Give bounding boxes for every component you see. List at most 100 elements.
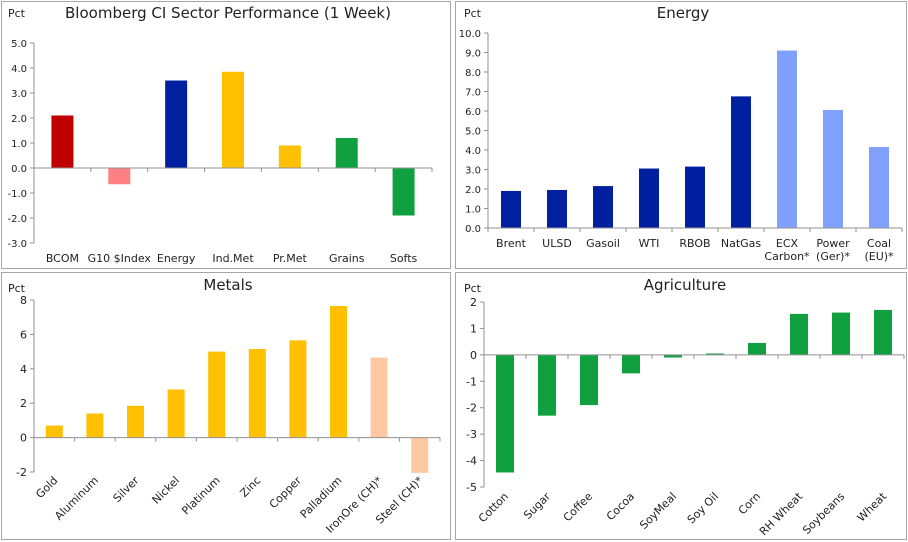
category-label: Copper [267, 474, 305, 512]
y-tick-label: 2.0 [465, 185, 481, 196]
category-label: Nickel [150, 474, 183, 507]
bar-rh-wheat [790, 313, 808, 355]
bar-wti [639, 168, 659, 228]
bar-soymeal [664, 354, 682, 358]
y-axis-label: Pct [464, 7, 482, 20]
category-label: Sugar [521, 490, 553, 522]
y-tick-label: 10.0 [459, 29, 481, 40]
bar-g10-index [108, 168, 131, 185]
y-tick-label: 2 [20, 397, 27, 410]
y-tick-label: 5.0 [11, 39, 27, 50]
y-tick-label: 2.0 [11, 114, 27, 125]
panel-agriculture [455, 272, 907, 540]
category-label: Grains [329, 252, 365, 265]
y-tick-label: -1.0 [7, 189, 27, 200]
category-label: Silver [111, 474, 142, 505]
category-label: Zinc [238, 474, 264, 500]
category-label: Platinum [179, 474, 222, 517]
category-label: Wheat [855, 489, 890, 524]
bar-silver [127, 405, 144, 438]
bar-brent [501, 190, 521, 228]
bar-ecx-carbon- [777, 50, 797, 228]
bar-pr-met [278, 145, 301, 168]
category-label: WTI [639, 237, 660, 250]
bar-ind-met [222, 71, 244, 168]
chart-title: Metals [203, 276, 252, 294]
category-label: Pr.Met [273, 252, 308, 265]
chart-title: Energy [657, 4, 710, 22]
y-tick-label: -3.0 [7, 239, 27, 250]
y-tick-label: 0.0 [465, 224, 481, 235]
category-label: Energy [157, 252, 196, 265]
y-tick-label: -3 [466, 428, 477, 441]
bar-power-ger- [823, 110, 843, 228]
category-label: Soybeans [800, 490, 847, 537]
bar-sugar [538, 354, 556, 416]
y-tick-label: -4 [466, 455, 477, 468]
bar-zinc [248, 349, 266, 438]
y-tick-label: 3.0 [11, 89, 27, 100]
bar-corn [748, 342, 766, 355]
bar-softs [392, 168, 415, 216]
y-tick-label: 3.0 [465, 166, 481, 177]
y-axis-label: Pct [8, 7, 26, 20]
category-label: G10 $Index [88, 252, 152, 265]
bar-gold [45, 425, 63, 438]
category-label: ECX Carbon* [764, 237, 810, 263]
bar-cotton [496, 354, 514, 473]
bar-wheat [874, 309, 892, 355]
y-tick-label: 5.0 [465, 127, 481, 138]
y-tick-label: -2 [466, 402, 477, 415]
y-tick-label: 1 [470, 322, 477, 335]
bar-steel-ch- [411, 437, 429, 473]
category-label: RH Wheat [757, 489, 806, 538]
y-tick-label: 9.0 [465, 49, 481, 60]
y-tick-label: 4.0 [11, 64, 27, 75]
category-label: RBOB [679, 237, 710, 250]
category-label: BCOM [46, 252, 79, 265]
y-tick-label: 6 [20, 328, 27, 341]
category-label: Coffee [561, 490, 595, 524]
y-tick-label: 1.0 [11, 139, 27, 150]
category-label: Brent [496, 237, 527, 250]
y-tick-label: 0.0 [11, 164, 27, 175]
bar-palladium [330, 306, 347, 438]
category-label: Soy Oil [685, 490, 721, 526]
bar-rbob [685, 166, 705, 228]
bar-bcom [51, 115, 74, 168]
y-tick-label: -5 [466, 481, 477, 494]
bar-copper [289, 340, 307, 438]
chart-title: Agriculture [644, 276, 727, 294]
bar-gasoil [593, 186, 613, 228]
category-label: Cotton [476, 490, 511, 525]
category-label: Softs [390, 252, 418, 265]
y-tick-label: 8 [20, 294, 27, 307]
y-tick-label: 4.0 [465, 146, 481, 157]
y-tick-label: 0 [20, 432, 27, 445]
y-tick-label: 8.0 [465, 68, 481, 79]
bar-platinum [208, 351, 226, 438]
y-tick-label: 2 [470, 296, 477, 309]
chart-title: Bloomberg CI Sector Performance (1 Week) [65, 4, 391, 22]
y-tick-label: -2 [16, 466, 27, 479]
bar-cocoa [622, 354, 640, 374]
bar-soybeans [832, 312, 850, 355]
bar-aluminum [86, 413, 104, 438]
y-tick-label: 7.0 [465, 88, 481, 99]
category-label: NatGas [721, 237, 762, 250]
category-label: Ind.Met [212, 252, 254, 265]
bar-ulsd [547, 189, 567, 228]
category-label: Corn [736, 490, 763, 517]
bar-nickel [167, 389, 185, 438]
y-tick-label: 4 [20, 363, 27, 376]
category-label: Cocoa [604, 490, 637, 523]
category-label: ULSD [542, 237, 572, 250]
category-label: SoyMeal [637, 490, 679, 532]
bar-natgas [731, 96, 751, 228]
bar-energy [165, 80, 188, 168]
category-label: Gold [33, 474, 60, 501]
y-tick-label: 1.0 [465, 205, 481, 216]
category-label: Aluminum [52, 474, 101, 523]
bar-coffee [580, 354, 598, 406]
